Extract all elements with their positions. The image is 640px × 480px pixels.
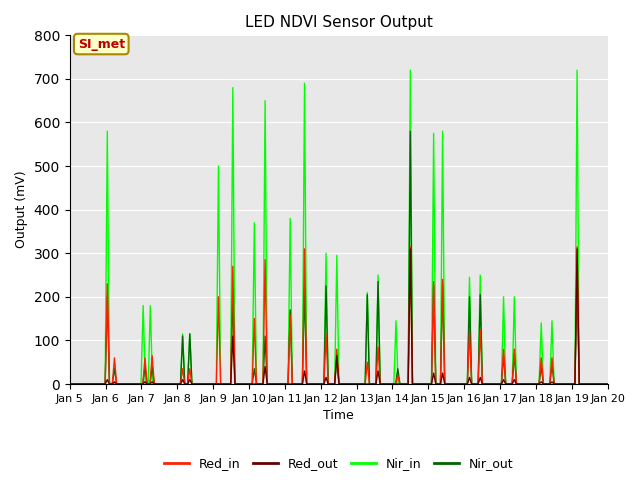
Nir_out bbox=[428, 381, 435, 387]
Red_out bbox=[546, 381, 554, 387]
Title: LED NDVI Sensor Output: LED NDVI Sensor Output bbox=[244, 15, 433, 30]
Nir_out bbox=[66, 381, 74, 387]
Red_out bbox=[181, 381, 189, 387]
Nir_in bbox=[406, 67, 414, 73]
Nir_in bbox=[392, 318, 400, 324]
Line: Nir_in: Nir_in bbox=[70, 70, 607, 384]
Line: Red_in: Red_in bbox=[70, 247, 607, 384]
Nir_out bbox=[394, 366, 402, 372]
Nir_out bbox=[322, 283, 330, 289]
Red_in bbox=[186, 366, 194, 372]
Line: Nir_out: Nir_out bbox=[70, 131, 607, 384]
Text: SI_met: SI_met bbox=[77, 37, 125, 50]
Nir_in bbox=[322, 251, 330, 256]
Line: Red_out: Red_out bbox=[70, 249, 607, 384]
Red_out bbox=[406, 246, 414, 252]
Nir_in bbox=[428, 381, 435, 387]
Nir_out bbox=[406, 128, 414, 134]
Nir_in bbox=[394, 381, 402, 387]
Red_in bbox=[150, 381, 158, 387]
Red_out bbox=[428, 381, 435, 387]
Red_in bbox=[441, 381, 449, 387]
Nir_in bbox=[436, 381, 444, 387]
Red_in bbox=[476, 327, 484, 333]
Red_out bbox=[184, 381, 191, 387]
Y-axis label: Output (mV): Output (mV) bbox=[15, 171, 28, 249]
Red_out bbox=[320, 381, 328, 387]
Nir_out bbox=[436, 381, 444, 387]
Legend: Red_in, Red_out, Nir_in, Nir_out: Red_in, Red_out, Nir_in, Nir_out bbox=[159, 452, 518, 475]
Nir_in bbox=[538, 320, 545, 326]
Red_out bbox=[604, 381, 611, 387]
Red_in bbox=[392, 381, 399, 387]
Red_out bbox=[409, 381, 417, 387]
Red_in bbox=[66, 381, 74, 387]
Red_in bbox=[111, 355, 118, 361]
X-axis label: Time: Time bbox=[323, 409, 354, 422]
Nir_out bbox=[538, 364, 545, 370]
Red_in bbox=[406, 244, 414, 250]
Nir_in bbox=[604, 381, 611, 387]
Red_out bbox=[66, 381, 74, 387]
Nir_in bbox=[66, 381, 74, 387]
Nir_out bbox=[396, 381, 404, 387]
Red_in bbox=[604, 381, 611, 387]
Nir_out bbox=[604, 381, 611, 387]
